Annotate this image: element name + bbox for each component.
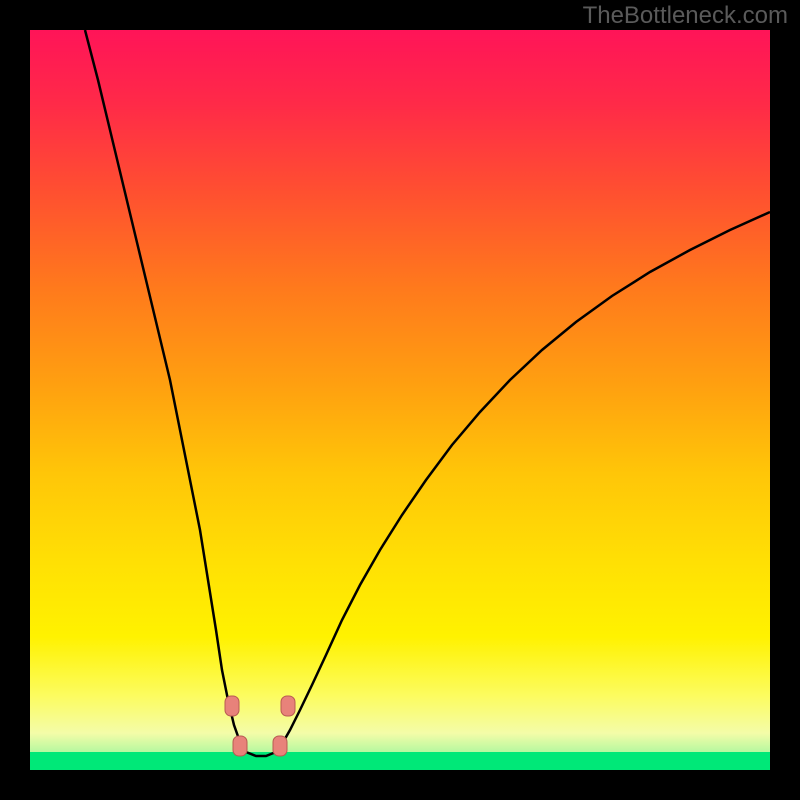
- watermark-text: TheBottleneck.com: [583, 2, 788, 30]
- gradient-background: [30, 30, 770, 770]
- green-bottom-strip: [30, 752, 770, 770]
- chart-plot-area: [30, 30, 770, 770]
